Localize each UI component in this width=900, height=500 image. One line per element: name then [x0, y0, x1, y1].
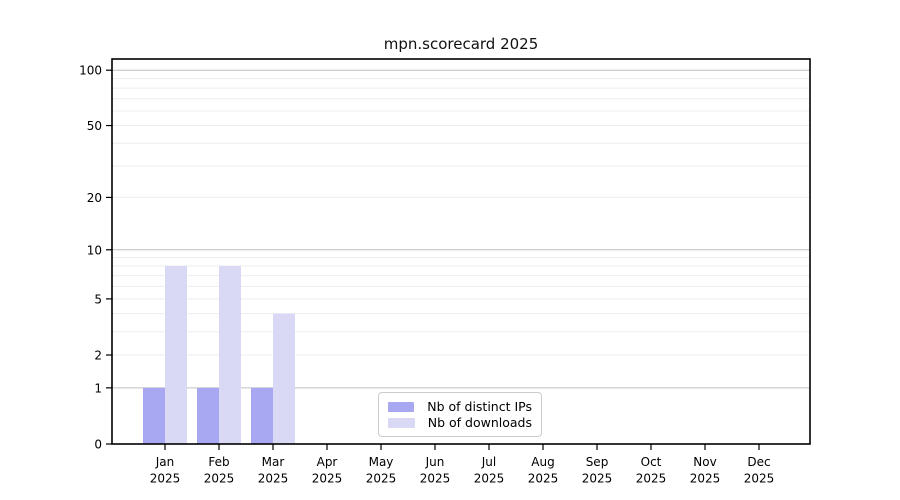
bar-nb-of-distinct-ips-jan	[143, 387, 165, 444]
legend-label-downloads: Nb of downloads	[427, 415, 532, 430]
x-tick-label-year-oct: 2025	[636, 472, 667, 486]
y-tick-label-50: 50	[87, 119, 102, 133]
x-tick-label-month-aug: Aug	[531, 455, 554, 469]
x-tick-label-month-jun: Jun	[425, 455, 445, 469]
x-tick-label-month-feb: Feb	[208, 455, 229, 469]
y-tick-label-0: 0	[94, 438, 102, 452]
x-tick-label-year-jun: 2025	[420, 472, 451, 486]
bar-nb-of-downloads-mar	[273, 313, 295, 444]
y-tick-label-20: 20	[87, 191, 102, 205]
legend-item-distinct-ips: Nb of distinct IPs	[388, 399, 532, 414]
x-tick-label-year-apr: 2025	[312, 472, 343, 486]
x-tick-label-year-may: 2025	[366, 472, 397, 486]
legend-swatch-downloads	[388, 417, 415, 428]
x-tick-label-month-jan: Jan	[155, 455, 175, 469]
bar-nb-of-downloads-jan	[165, 266, 187, 444]
x-tick-label-year-jan: 2025	[150, 472, 181, 486]
plot-frame	[111, 58, 811, 445]
x-tick-label-month-apr: Apr	[317, 455, 338, 469]
x-tick-label-month-nov: Nov	[693, 455, 716, 469]
y-tick-label-100: 100	[79, 64, 102, 78]
legend-swatch-distinct-ips	[388, 401, 415, 412]
bar-nb-of-distinct-ips-feb	[197, 387, 219, 444]
x-tick-label-month-oct: Oct	[641, 455, 662, 469]
y-tick-label-1: 1	[94, 381, 102, 395]
x-tick-label-month-jul: Jul	[481, 455, 496, 469]
x-tick-label-year-feb: 2025	[204, 472, 235, 486]
y-tick-label-10: 10	[87, 243, 102, 257]
x-tick-label-year-sep: 2025	[582, 472, 613, 486]
legend: Nb of distinct IPs Nb of downloads	[378, 392, 542, 437]
legend-label-distinct-ips: Nb of distinct IPs	[427, 399, 532, 414]
y-tick-label-2: 2	[94, 349, 102, 363]
y-tick-label-5: 5	[94, 292, 102, 306]
legend-item-downloads: Nb of downloads	[388, 415, 532, 430]
chart-title: mpn.scorecard 2025	[383, 35, 539, 53]
x-tick-label-year-aug: 2025	[528, 472, 559, 486]
x-tick-label-month-mar: Mar	[262, 455, 285, 469]
x-tick-label-year-jul: 2025	[474, 472, 505, 486]
x-tick-label-year-nov: 2025	[690, 472, 721, 486]
bar-nb-of-distinct-ips-mar	[251, 387, 273, 444]
x-tick-label-month-may: May	[369, 455, 394, 469]
x-tick-label-year-mar: 2025	[258, 472, 289, 486]
bar-nb-of-downloads-feb	[219, 266, 241, 444]
x-tick-label-month-dec: Dec	[747, 455, 770, 469]
x-tick-label-year-dec: 2025	[744, 472, 775, 486]
x-tick-label-month-sep: Sep	[586, 455, 609, 469]
